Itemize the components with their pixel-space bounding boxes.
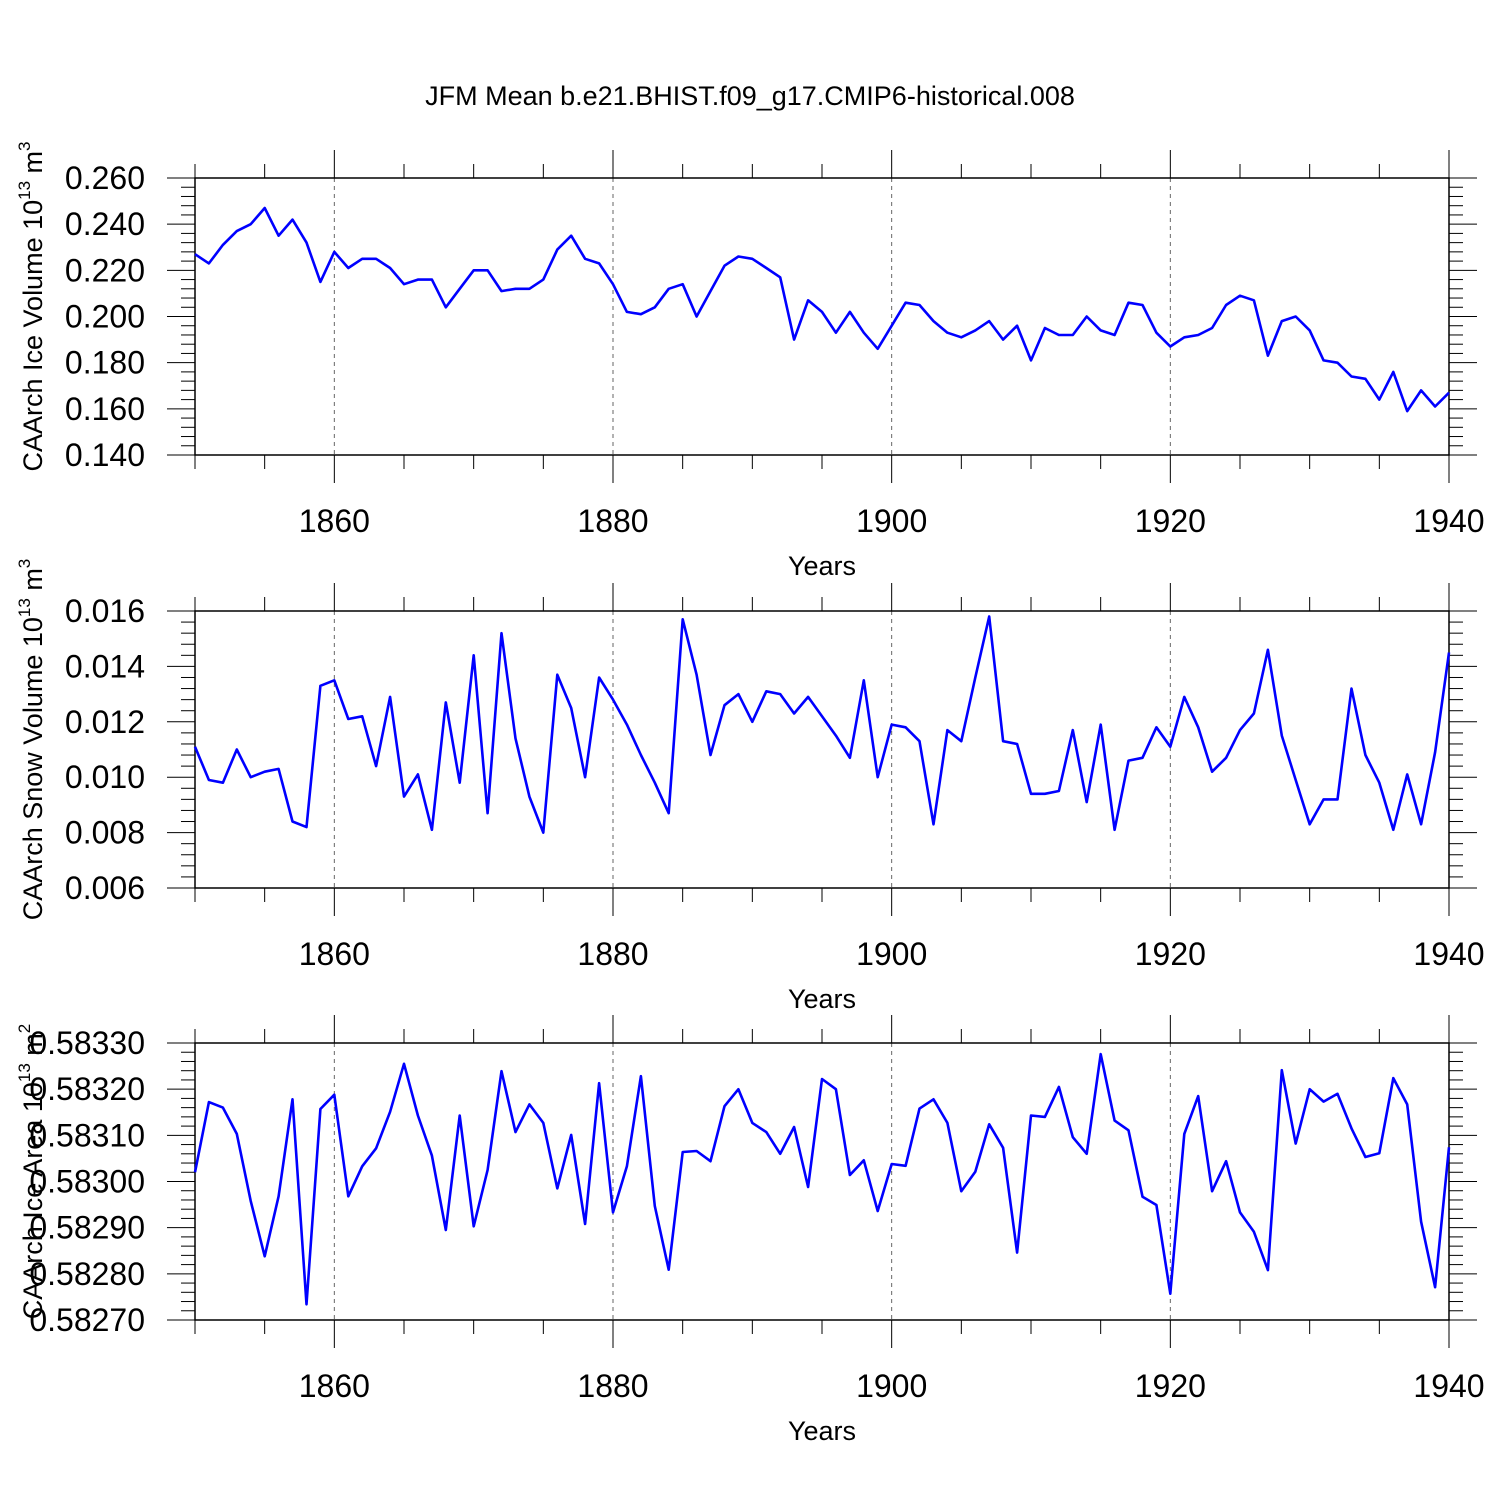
x-tick-label: 1920	[1135, 1368, 1206, 1404]
y-tick-label: 0.010	[65, 759, 145, 795]
x-tick-label: 1900	[856, 1368, 927, 1404]
y-axis-label-exponent: 13	[15, 1063, 34, 1082]
y-axis-label-power: 3	[15, 141, 34, 150]
panel-1: 0.140 0.160 0.180 0.200 0.220 0.240 0.260 1860 1…	[15, 141, 1485, 581]
y-axis-label-unit: m	[18, 1033, 48, 1063]
x-tick-label: 1920	[1135, 503, 1206, 539]
x-tick-label: 1940	[1413, 1368, 1484, 1404]
y-tick-label: 0.58270	[29, 1302, 145, 1338]
y-tick-label: 0.140	[65, 437, 145, 473]
x-tick-label: 1860	[299, 503, 370, 539]
x-tick-label: 1880	[577, 936, 648, 972]
y-tick-label: 0.58280	[29, 1256, 145, 1292]
y-tick-label: 0.200	[65, 299, 145, 335]
series-line	[193, 615, 1451, 834]
y-tick-label: 0.014	[65, 648, 145, 684]
x-tick-label: 1860	[299, 936, 370, 972]
chart-title: JFM Mean b.e21.BHIST.f09_g17.CMIP6-histo…	[425, 81, 1075, 111]
y-axis-label-power: 3	[15, 559, 34, 568]
panel-3: 0.58270 0.58280 0.58290 0.58300 0.58310 0.583…	[15, 1015, 1485, 1446]
x-axis-label: Years	[788, 984, 856, 1014]
x-axis-label: Years	[788, 1416, 856, 1446]
y-tick-label: 0.220	[65, 252, 145, 288]
y-tick-label: 0.58320	[29, 1071, 145, 1107]
y-axis-label-exponent: 13	[15, 181, 34, 200]
x-tick-label: 1900	[856, 503, 927, 539]
y-tick-label: 0.180	[65, 345, 145, 381]
y-axis-label-unit: m	[18, 568, 48, 598]
panel-2: 0.006 0.008 0.010 0.012 0.014 0.016 1860 1880 19…	[15, 559, 1485, 1014]
y-tick-label: 0.016	[65, 593, 145, 629]
y-axis-label-text: CAArch Ice Area 10	[18, 1082, 48, 1319]
panels: 0.140 0.160 0.180 0.200 0.220 0.240 0.260 1860 1…	[15, 141, 1485, 1446]
y-axis-label: CAArch Ice Area 1013 m2	[15, 1024, 48, 1320]
y-tick-label: 0.006	[65, 870, 145, 906]
series-line	[193, 1052, 1451, 1306]
x-axis-label: Years	[788, 551, 856, 581]
y-axis-label-exponent: 13	[15, 598, 34, 617]
x-tick-label: 1900	[856, 936, 927, 972]
y-axis-label: CAArch Snow Volume 1013 m3	[15, 559, 48, 921]
y-tick-label: 0.58290	[29, 1210, 145, 1246]
y-tick-label: 0.260	[65, 160, 145, 196]
y-tick-label: 0.58300	[29, 1164, 145, 1200]
x-tick-label: 1940	[1413, 936, 1484, 972]
x-tick-label: 1880	[577, 503, 648, 539]
plot-frame	[194, 610, 1450, 889]
x-tick-label: 1940	[1413, 503, 1484, 539]
y-axis-label: CAArch Ice Volume 1013 m3	[15, 141, 48, 471]
y-tick-label: 0.012	[65, 704, 145, 740]
y-tick-label: 0.008	[65, 815, 145, 851]
y-tick-label: 0.240	[65, 206, 145, 242]
x-tick-label: 1880	[577, 1368, 648, 1404]
y-tick-label: 0.58310	[29, 1117, 145, 1153]
y-axis-label-text: CAArch Snow Volume 10	[18, 617, 48, 920]
y-tick-label: 0.58330	[29, 1025, 145, 1061]
plot-frame	[194, 177, 1450, 456]
y-axis-label-power: 2	[15, 1024, 34, 1033]
series-line	[194, 206, 1450, 413]
y-tick-label: 0.160	[65, 391, 145, 427]
x-tick-label: 1920	[1135, 936, 1206, 972]
y-axis-label-unit: m	[18, 151, 48, 181]
y-axis-label-text: CAArch Ice Volume 10	[18, 200, 48, 472]
x-tick-label: 1860	[299, 1368, 370, 1404]
